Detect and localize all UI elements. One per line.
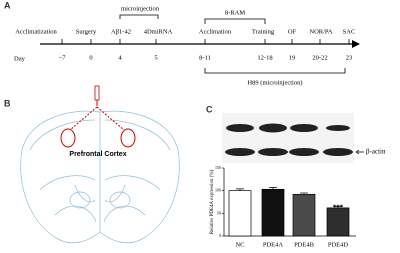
- blot-arrow: [355, 149, 364, 155]
- event-label: Aβ1-42: [111, 28, 131, 35]
- region-label: Prefrontal Cortex: [69, 151, 126, 158]
- day-label: Day: [14, 55, 26, 62]
- bar: [326, 207, 350, 237]
- y-tick-label: 150: [215, 165, 221, 170]
- y-tick-label: 0: [219, 233, 221, 238]
- bracket: [204, 18, 266, 24]
- day-value: 4: [118, 54, 122, 61]
- panel-letter: B: [4, 98, 11, 108]
- x-tick-label: NC: [235, 241, 244, 248]
- bracket: [204, 68, 346, 74]
- top-label: 8-RAM: [225, 9, 245, 16]
- day-value: −7: [59, 54, 67, 61]
- day-value: 20-22: [312, 54, 327, 61]
- event-label: 4DmiRNA: [144, 28, 173, 35]
- x-tick-label: PDE4A: [263, 241, 284, 248]
- target-region: [60, 128, 76, 148]
- event-label: Acclimation: [199, 28, 232, 35]
- error-bar: [236, 188, 244, 191]
- error-bar: [300, 192, 308, 195]
- event-label: OF: [288, 28, 297, 35]
- bands: [225, 123, 353, 156]
- event-label: SAC: [343, 28, 356, 35]
- bracket-label: H89 (microinjection): [247, 79, 302, 86]
- panel-letter: C: [206, 104, 213, 114]
- x-tick-label: PDE4D: [328, 241, 349, 248]
- day-value: 12-18: [257, 54, 272, 61]
- syringe: [94, 85, 100, 101]
- event-label: Acclimatization: [15, 28, 57, 35]
- brain-section: [20, 110, 180, 244]
- top-label: microinjection: [121, 5, 160, 12]
- y-tick-label: 50: [217, 210, 221, 215]
- event-label: Training: [252, 28, 275, 35]
- bar: [261, 188, 285, 237]
- injection-arrow: [69, 106, 125, 131]
- y-axis-label: Relative PDE4A expression (%): [210, 169, 215, 234]
- error-bar: [334, 206, 342, 208]
- event-label: NOR/PA: [309, 28, 333, 35]
- panel-letter: A: [4, 0, 11, 10]
- day-value: 0: [89, 54, 92, 61]
- blot-label: β-actin: [366, 148, 386, 156]
- target-region: [120, 128, 136, 148]
- bracket: [119, 14, 159, 19]
- bar: [292, 193, 316, 237]
- bar: [228, 190, 252, 237]
- day-value: 23: [346, 54, 353, 61]
- arrow-head: [352, 40, 360, 48]
- day-value: 19: [289, 54, 296, 61]
- y-tick-label: 100: [215, 188, 221, 193]
- day-value: 5: [154, 54, 157, 61]
- x-tick-label: PDE4B: [294, 241, 315, 248]
- day-value: 8-11: [199, 54, 211, 61]
- error-bar: [269, 187, 277, 190]
- event-label: Surgery: [76, 28, 97, 35]
